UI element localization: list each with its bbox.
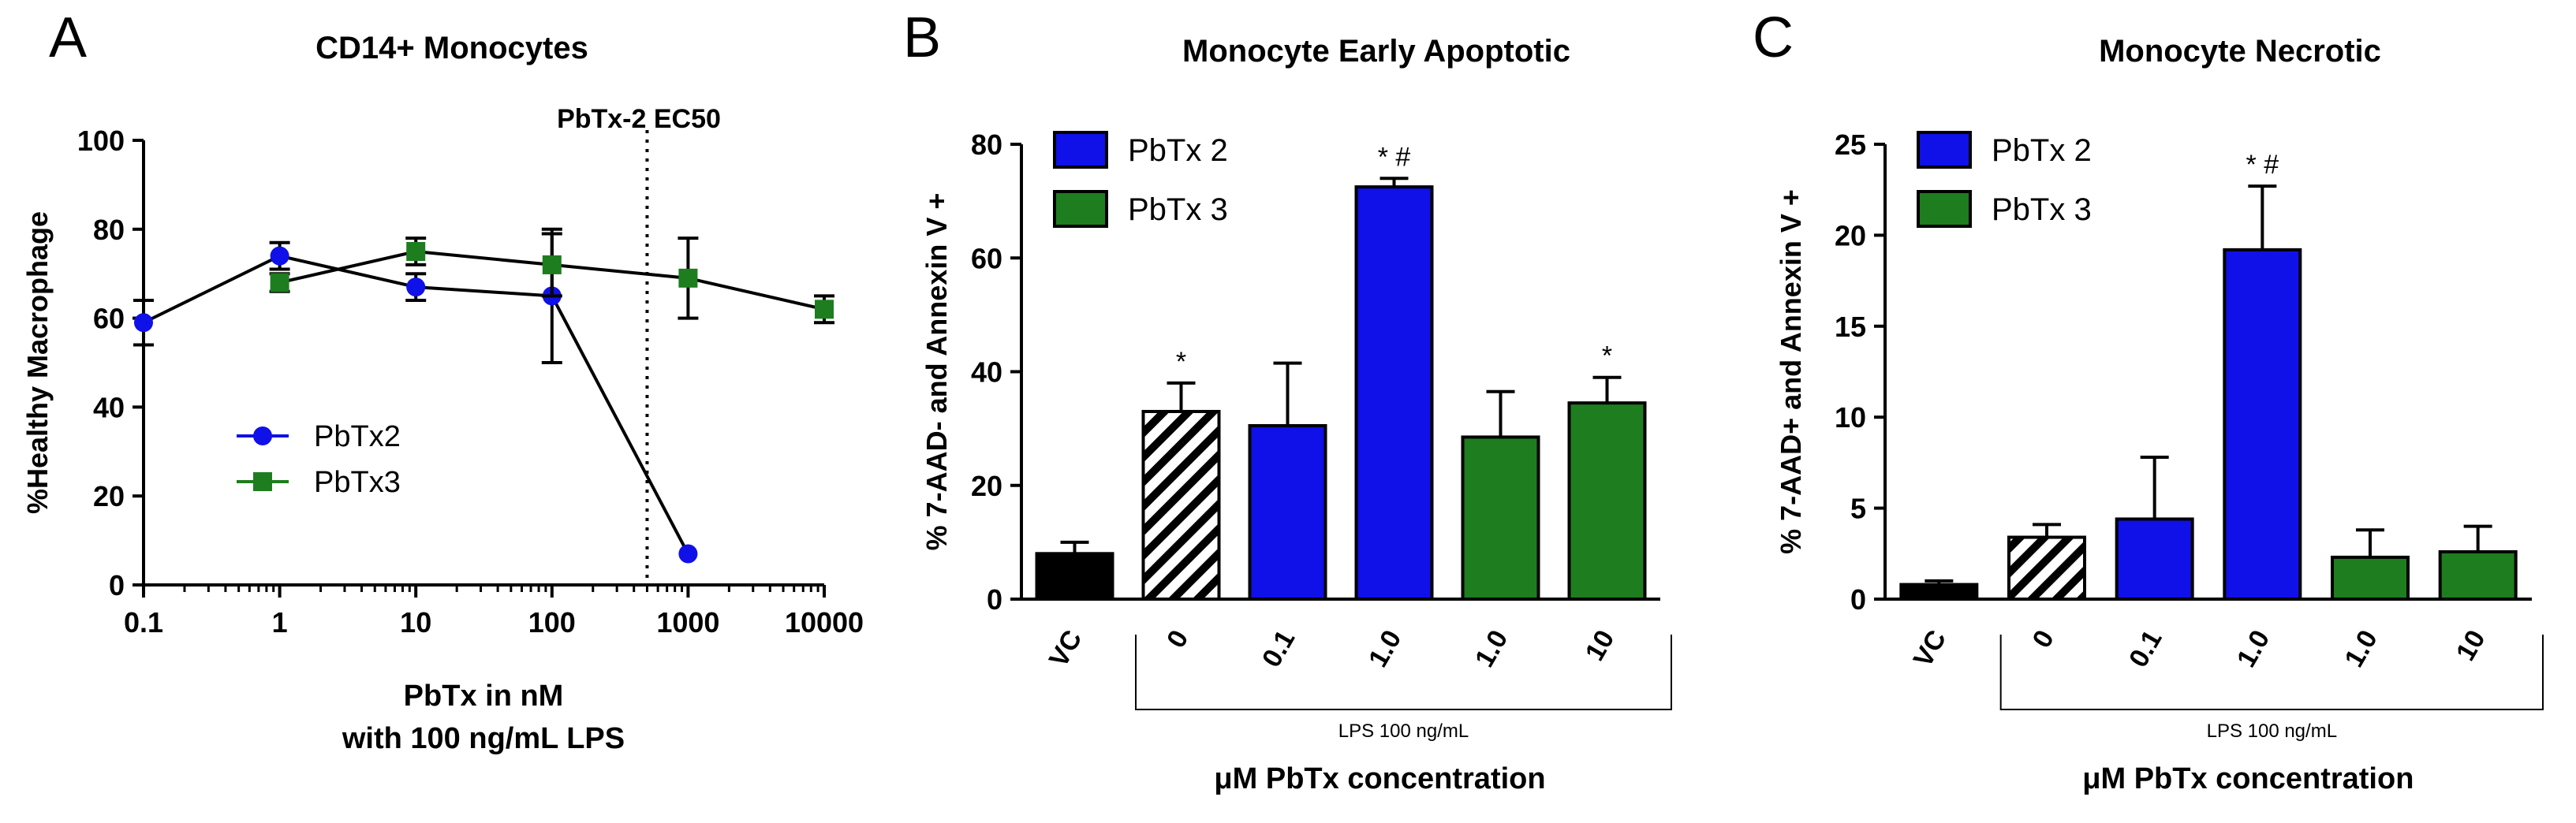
y-tick-label: 20 (971, 470, 1002, 502)
y-tick-label: 0 (987, 583, 1002, 616)
legend-marker (253, 426, 272, 445)
y-tick-label: 60 (971, 242, 1002, 274)
ec50-label: PbTx-2 EC50 (557, 104, 721, 134)
y-tick-label: 100 (77, 125, 125, 157)
significance-marker: * (1176, 347, 1186, 377)
x-tick-label: 1.0 (1363, 625, 1408, 672)
data-point-pbtx2 (678, 544, 698, 564)
x-axis-title: μM PbTx concentration (2082, 762, 2414, 795)
x-axis-title-line-2: with 100 ng/mL LPS (342, 722, 625, 755)
data-point-pbtx3 (678, 268, 698, 288)
x-tick-label: 1 (272, 606, 288, 639)
lps-bracket (1999, 635, 2544, 710)
x-tick-label: 10 (400, 606, 431, 639)
lps-bracket (1135, 635, 1672, 710)
panel-label-c: C (1753, 6, 1794, 69)
data-point-pbtx3 (406, 242, 426, 261)
x-tick-label: 0.1 (124, 606, 163, 639)
legend-swatch (1917, 131, 1972, 169)
y-axis-title: % 7-AAD- and Annexin V + (920, 193, 953, 551)
chart-title: Monocyte Necrotic (2099, 34, 2381, 69)
x-tick-label: 10 (1580, 625, 1621, 666)
x-axis-title-line-1: PbTx in nM (404, 680, 564, 713)
chart-title: CD14+ Monocytes (315, 31, 588, 65)
legend-label: PbTx2 (314, 420, 401, 453)
bar-VC (1035, 552, 1114, 601)
y-tick-label: 25 (1835, 128, 1866, 161)
bar-0 (2007, 535, 2086, 601)
y-tick-label: 20 (1835, 219, 1866, 251)
x-tick-label: 1.0 (2231, 625, 2276, 672)
panel-a: A CD14+ Monocytes 0 20 40 60 80 100 0.1 1 10 100 100… (21, 6, 864, 755)
y-tick-label: 10 (1835, 401, 1866, 434)
y-tick-label: 20 (93, 480, 125, 512)
bar-1-0 (2331, 555, 2410, 601)
legend-label: PbTx 3 (1992, 192, 2092, 227)
bar-0-1 (2115, 517, 2194, 601)
data-point-pbtx3 (542, 255, 562, 274)
lps-label: LPS 100 ng/mL (1338, 721, 1469, 742)
legend-swatch (1053, 131, 1108, 169)
significance-marker: * (1602, 341, 1612, 371)
x-tick-label: 10 (2451, 625, 2492, 666)
x-axis-title: μM PbTx concentration (1214, 762, 1545, 795)
x-tick-label: 1.0 (1469, 625, 1514, 672)
significance-marker: * # (1378, 142, 1411, 172)
x-tick-label: 0.1 (1256, 625, 1301, 672)
data-point-pbtx2 (134, 313, 153, 333)
x-tick-label: 1000 (656, 606, 719, 639)
bar-0 (1141, 409, 1221, 601)
data-point-pbtx3 (815, 300, 834, 319)
y-tick-label: 0 (109, 569, 125, 601)
panel-label-a: A (49, 6, 87, 69)
x-tick-label: 0 (2027, 625, 2060, 653)
x-tick-label: 100 (528, 606, 576, 639)
data-point-pbtx2 (270, 246, 289, 266)
panel-b: B Monocyte Early Apoptotic 0 20 40 60 80 % 7-AA… (903, 6, 1672, 795)
y-tick-label: 40 (93, 391, 125, 423)
legend-label: PbTx 2 (1128, 133, 1228, 168)
chart-title: Monocyte Early Apoptotic (1182, 34, 1570, 69)
bar-10 (1567, 401, 1647, 601)
legend-marker (253, 472, 272, 491)
y-tick-label: 0 (1850, 583, 1866, 616)
x-tick-label: 0 (1161, 625, 1194, 653)
legend-label: PbTx 3 (1128, 192, 1228, 227)
y-tick-label: 5 (1850, 493, 1866, 525)
bar-1-0 (2223, 248, 2302, 601)
bar-10 (2438, 549, 2518, 601)
x-tick-label: 0.1 (2123, 625, 2168, 672)
legend-swatch (1917, 190, 1972, 228)
x-tick-label: 1.0 (2339, 625, 2384, 672)
panel-c: C Monocyte Necrotic 0 5 10 15 20 25 % 7-AAD+ and… (1753, 6, 2544, 795)
y-tick-label: 15 (1835, 311, 1866, 343)
lps-label: LPS 100 ng/mL (2207, 721, 2337, 742)
x-tick-label: VC (1043, 625, 1088, 672)
data-point-pbtx3 (270, 273, 289, 292)
data-point-pbtx2 (406, 277, 426, 297)
legend-label: PbTx3 (314, 466, 401, 499)
x-tick-label: VC (1908, 625, 1953, 672)
y-tick-label: 40 (971, 356, 1002, 389)
bar-0-1 (1248, 424, 1327, 601)
significance-marker: * # (2246, 150, 2279, 180)
y-tick-label: 80 (971, 128, 1002, 161)
y-tick-label: 80 (93, 214, 125, 246)
y-axis-title: % 7-AAD+ and Annexin V + (1775, 189, 1807, 554)
y-axis-title: %Healthy Macrophage (21, 211, 54, 514)
y-tick-label: 60 (93, 303, 125, 335)
legend-swatch (1053, 190, 1108, 228)
panel-label-b: B (903, 6, 941, 69)
bar-1-0 (1354, 185, 1434, 601)
bar-VC (1899, 583, 1979, 601)
bar-1-0 (1461, 435, 1540, 601)
x-tick-label: 10000 (785, 606, 864, 639)
legend-label: PbTx 2 (1992, 133, 2092, 168)
